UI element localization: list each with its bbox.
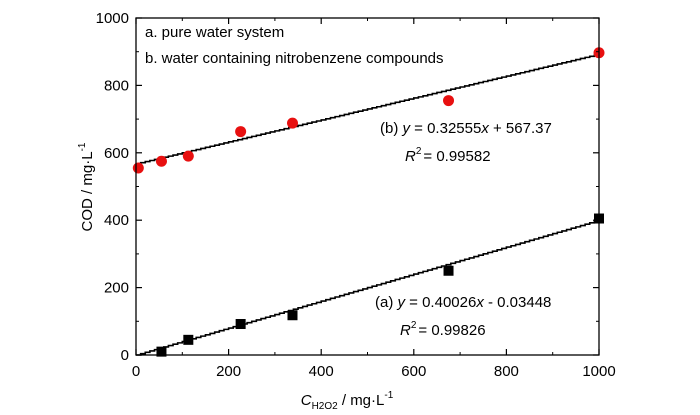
data-point-a [183,334,194,345]
axes-layer: 0 200 400 600 800 1000 0 200 400 600 800 1000 [96,10,616,380]
y-axis-title: COD / mg·L-1 [77,142,96,231]
data-point-a [235,318,246,329]
data-point-b [132,162,144,174]
fit-line-a [136,220,600,356]
data-point-a [156,346,167,357]
fit-equation-a: (a) y = 0.40026x - 0.03448 R2 = 0.99826 [375,294,551,339]
fit-r2-b-text: R2 = 0.99582 [405,146,491,165]
y-tick-label: 1000 [96,10,129,27]
fit-r2-a-text: R2 = 0.99826 [400,320,486,339]
y-tick-label: 600 [104,145,129,162]
fit-equation-b-text: (b) y = 0.32555x + 567.37 [380,120,552,137]
y-tick-label: 0 [121,347,129,364]
data-point-a [287,310,298,321]
data-point-a [443,265,454,276]
x-tick-label: 1000 [582,363,615,380]
x-tick-label: 800 [494,363,519,380]
data-point-b [235,126,247,138]
y-tick-label: 800 [104,77,129,94]
data-point-b [286,117,298,129]
x-tick-label: 0 [132,363,140,380]
y-tick-label: 400 [104,212,129,229]
data-point-b [182,150,194,162]
y-tick-label: 200 [104,280,129,297]
x-tick-label: 600 [401,363,426,380]
fit-lines-layer [136,54,600,356]
legend-entry-a: a. pure water system [145,24,284,41]
fit-line-b [136,54,600,165]
fit-equation-a-text: (a) y = 0.40026x - 0.03448 [375,294,551,311]
legend: a. pure water system b. water containing… [145,24,444,67]
x-axis-title: CH2O2 / mg·L-1 [301,390,394,412]
data-point-b [155,155,167,167]
x-tick-label: 200 [216,363,241,380]
fit-equation-b: (b) y = 0.32555x + 567.37 R2 = 0.99582 [380,120,552,165]
x-tick-label: 400 [309,363,334,380]
data-point-b [443,95,455,107]
legend-entry-b: b. water containing nitrobenzene compoun… [145,50,444,67]
